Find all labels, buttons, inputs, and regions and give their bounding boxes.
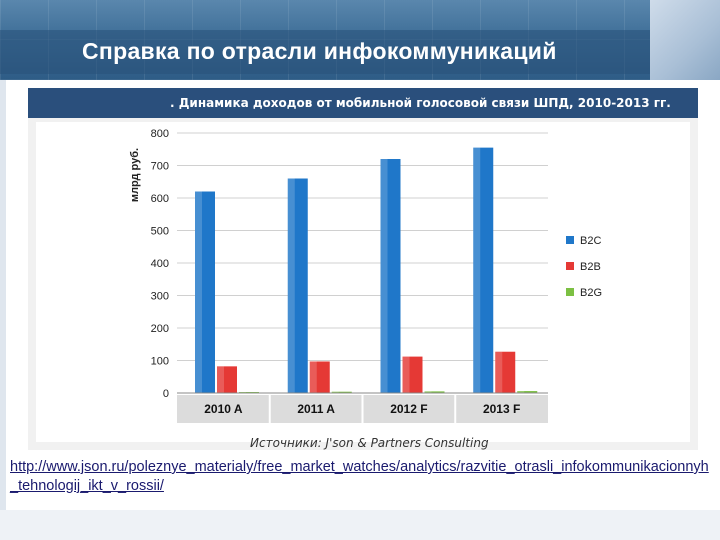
source-link[interactable]: http://www.json.ru/poleznye_materialy/fr… <box>10 459 709 494</box>
legend-swatch-b2g <box>566 288 574 296</box>
chart-title: . Динамика доходов от мобильной голосово… <box>170 96 671 110</box>
bar-highlight <box>217 366 224 393</box>
bar-b2c <box>380 159 401 393</box>
slide-header: Справка по отрасли инфокоммуникаций <box>0 0 720 80</box>
left-accent-bar <box>0 80 6 540</box>
bar-b2c <box>195 191 215 393</box>
bar-b2b <box>309 361 330 393</box>
header-corner-decoration <box>650 0 720 80</box>
slide-footer <box>0 510 720 540</box>
legend-label-b2g: B2G <box>580 287 602 299</box>
bar-b2g <box>424 391 445 393</box>
y-tick-label: 200 <box>151 323 169 335</box>
bar-highlight <box>517 391 525 393</box>
slide-title: Справка по отрасли инфокоммуникаций <box>82 38 557 64</box>
x-tick-label: 2011 A <box>297 402 335 416</box>
y-tick-label: 500 <box>151 226 169 238</box>
chart-source: Источники: J'son & Partners Consulting <box>250 436 489 450</box>
legend-label-b2c: B2C <box>580 235 601 247</box>
bar-highlight <box>331 391 339 393</box>
x-tick-label: 2012 F <box>390 402 427 416</box>
x-tick-label: 2013 F <box>483 402 520 416</box>
bar-b2g <box>517 391 538 393</box>
bar-highlight <box>380 159 388 393</box>
bar-highlight <box>195 191 202 393</box>
legend-swatch-b2c <box>566 236 574 244</box>
bar-b2c <box>473 147 494 393</box>
bar-b2b <box>217 366 237 393</box>
bar-b2g <box>331 391 352 393</box>
y-tick-label: 400 <box>151 258 169 270</box>
legend-label-b2b: B2B <box>580 261 601 273</box>
y-tick-label: 100 <box>151 356 169 368</box>
y-tick-label: 600 <box>151 193 169 205</box>
y-tick-label: 300 <box>151 291 169 303</box>
bar-b2c <box>287 178 308 393</box>
y-axis-label: млрд руб. <box>129 148 141 202</box>
bar-highlight <box>495 351 503 393</box>
bar-b2b <box>495 351 516 393</box>
chart-title-bar: . Динамика доходов от мобильной голосово… <box>28 88 698 118</box>
header-ribbon <box>0 30 720 74</box>
bar-highlight <box>473 147 481 393</box>
bar-highlight <box>424 391 432 393</box>
y-tick-label: 0 <box>163 388 169 400</box>
y-tick-label: 700 <box>151 161 169 173</box>
x-tick-label: 2010 A <box>204 402 243 416</box>
bar-highlight <box>402 356 410 393</box>
bar-highlight <box>287 178 295 393</box>
chart-panel: . Динамика доходов от мобильной голосово… <box>28 88 698 450</box>
legend-swatch-b2b <box>566 262 574 270</box>
y-tick-label: 800 <box>151 128 169 140</box>
bar-highlight <box>309 361 317 393</box>
plot-background <box>36 122 690 442</box>
bar-b2b <box>402 356 423 393</box>
